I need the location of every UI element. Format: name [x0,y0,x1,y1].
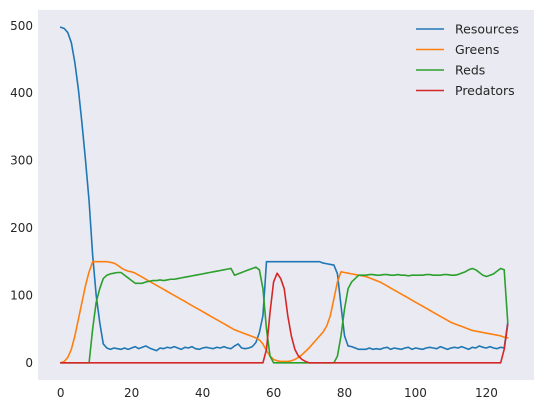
y-tick-label: 400 [10,86,33,100]
x-tick-label: 120 [475,386,498,400]
y-tick-label: 200 [10,221,33,235]
series-line-predators [59,272,509,364]
x-tick-label: 80 [337,386,352,400]
series-lines [59,26,509,364]
legend-label: Greens [455,42,499,57]
y-tick-label: 0 [25,356,33,370]
x-tick-label: 60 [266,386,281,400]
y-axis: 0 100 200 300 400 500 [10,19,33,370]
legend: Resources Greens Reds Predators [416,22,519,98]
plot-area [38,10,534,380]
legend-label: Resources [455,22,519,37]
legend-label: Predators [455,83,515,98]
y-tick-label: 500 [10,19,33,33]
series-line-greens [59,260,509,364]
x-tick-label: 100 [404,386,427,400]
x-axis: 0 20 40 60 80 100 120 [57,386,498,400]
x-tick-label: 0 [57,386,65,400]
series-line-resources [59,26,509,352]
x-tick-label: 40 [195,386,210,400]
series-line-reds [59,266,509,364]
legend-label: Reds [455,63,485,78]
x-tick-label: 20 [124,386,139,400]
y-tick-label: 100 [10,288,33,302]
y-tick-label: 300 [10,154,33,168]
